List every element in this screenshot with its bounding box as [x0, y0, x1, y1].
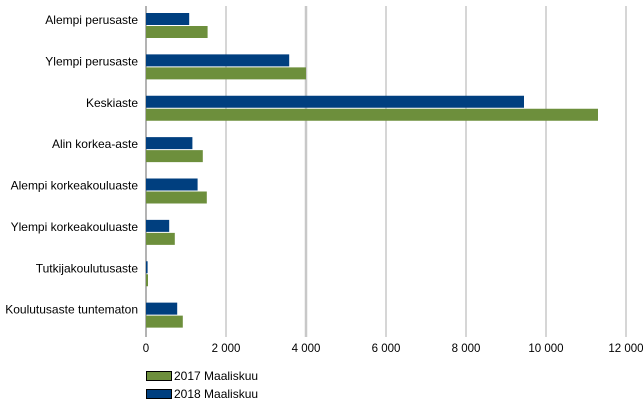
- legend-item-2018: 2018 Maaliskuu: [146, 386, 258, 402]
- bar-2018-7: [146, 302, 178, 315]
- x-tick-label-2000: 2 000: [212, 343, 241, 355]
- bar-2018-0: [146, 13, 190, 25]
- legend-label-2017: 2017 Maaliskuu: [174, 369, 259, 383]
- legend-swatch-2018: [146, 389, 172, 399]
- category-label-2: Keskiaste: [86, 96, 138, 110]
- x-tick-label-4000: 4 000: [292, 343, 321, 355]
- category-label-5: Ylempi korkeakouluaste: [11, 220, 139, 234]
- category-label-7: Koulutusaste tuntematon: [5, 303, 138, 317]
- bar-2017-6: [146, 274, 148, 287]
- category-labels: Alempi perusaste Ylempi perusaste Keskiast…: [5, 13, 138, 317]
- bar-2018-2: [146, 95, 524, 108]
- bar-2017-5: [146, 232, 175, 245]
- bars: [146, 13, 598, 328]
- bar-2017-0: [146, 26, 208, 38]
- x-tick-label-8000: 8 000: [452, 343, 481, 355]
- x-tick-label-10000: 10 000: [528, 343, 563, 355]
- bar-2018-3: [146, 137, 193, 150]
- x-tick-label-6000: 6 000: [372, 343, 401, 355]
- category-label-3: Alin korkea-aste: [52, 137, 138, 151]
- bar-chart: Alempi perusaste Ylempi perusaste Keskiast…: [5, 6, 643, 355]
- bar-2017-1: [146, 67, 306, 80]
- x-tick-label-12000: 12 000: [608, 343, 643, 355]
- category-label-4: Alempi korkeakouluaste: [11, 179, 139, 193]
- bar-2018-1: [146, 54, 290, 67]
- category-label-6: Tutkijakoulutusaste: [36, 261, 139, 275]
- bar-2017-2: [146, 108, 598, 121]
- x-tick-label-0: 0: [143, 343, 149, 355]
- bar-2018-4: [146, 178, 198, 191]
- category-label-0: Alempi perusaste: [45, 13, 138, 27]
- legend-item-2017: 2017 Maaliskuu: [146, 368, 258, 384]
- legend-swatch-2017: [146, 371, 172, 381]
- x-tick-labels: 0 2 000 4 000 6 000 8 000 10 000 12 000: [143, 343, 643, 355]
- category-label-1: Ylempi perusaste: [45, 54, 138, 68]
- legend: 2017 Maaliskuu 2018 Maaliskuu: [146, 368, 258, 404]
- bar-2017-7: [146, 315, 183, 328]
- bar-2017-3: [146, 150, 203, 163]
- bar-2018-5: [146, 219, 170, 232]
- bar-2017-4: [146, 191, 207, 204]
- bar-2018-6: [146, 261, 148, 274]
- legend-label-2018: 2018 Maaliskuu: [174, 387, 259, 401]
